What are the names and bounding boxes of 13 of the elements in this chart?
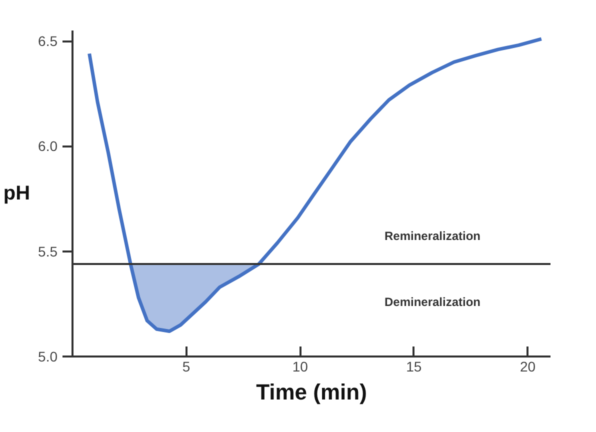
y-tick-label: 5.5 xyxy=(38,243,58,260)
x-tick-label: 20 xyxy=(520,358,536,374)
x-tick-label: 15 xyxy=(406,358,422,374)
annotation: Demineralization xyxy=(384,294,481,309)
x-tick-label: 10 xyxy=(292,358,308,374)
line-series xyxy=(88,37,544,334)
y-axis-title: pH xyxy=(3,182,30,204)
y-tick-label: 5.0 xyxy=(38,348,58,364)
y-tick-label: 6.0 xyxy=(38,138,58,154)
x-axis-title: Time (min) xyxy=(256,380,367,404)
annotation: Remineralization xyxy=(384,228,481,243)
y-tick-label: 6.5 xyxy=(38,33,58,50)
x-tick-label: 5 xyxy=(182,358,190,374)
